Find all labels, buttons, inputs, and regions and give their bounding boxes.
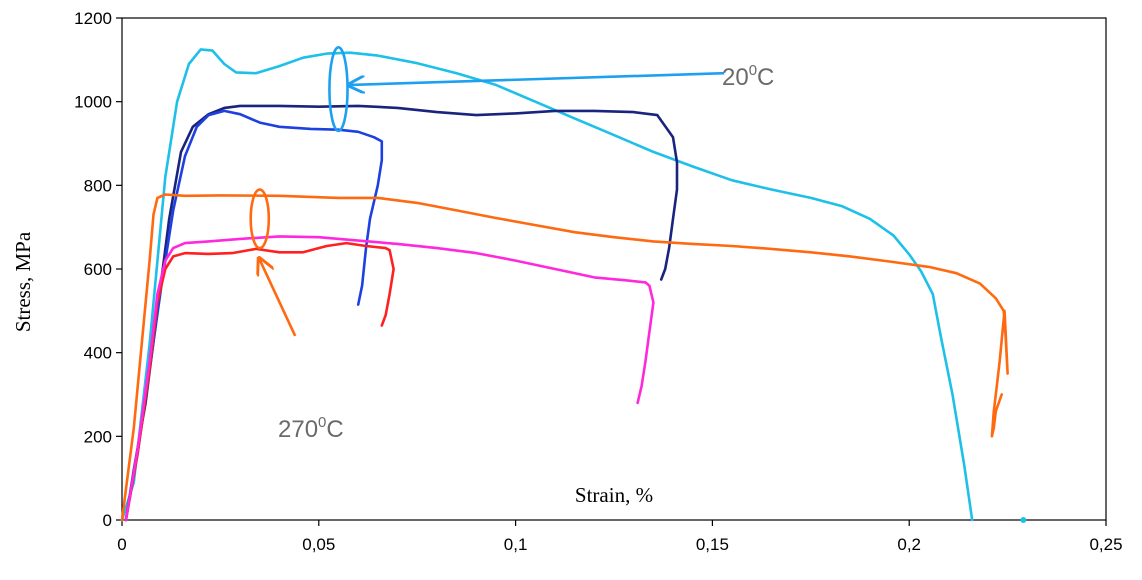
series-line-3	[124, 109, 384, 522]
x-tick-label: 0,1	[504, 535, 528, 554]
annotation-ellipse-2	[249, 188, 271, 250]
plot-area-frame	[121, 17, 1107, 521]
series-layer	[120, 48, 1027, 523]
x-tick-label: 0,2	[897, 535, 921, 554]
x-tick-label: 0,15	[696, 535, 729, 554]
y-tick-label: 800	[84, 176, 112, 195]
x-tick-label: 0,25	[1089, 535, 1122, 554]
y-tick-label: 400	[84, 344, 112, 363]
annotation-arrow-2	[260, 260, 297, 337]
annotation-layer: 200C 2700C	[249, 45, 774, 443]
annotation-arrow-1	[350, 71, 725, 85]
series-line-5	[124, 241, 395, 522]
series-line-1	[120, 48, 974, 522]
x-tick-label: 0	[117, 535, 126, 554]
y-axis-title: Stress, MPa	[11, 231, 35, 332]
annotation-ellipse-1	[328, 45, 349, 133]
y-tick-label: 1200	[74, 9, 112, 28]
x-tick-label: 0,05	[302, 535, 335, 554]
series-line-2	[124, 104, 679, 522]
y-tick-label: 1000	[74, 93, 112, 112]
axes-layer: 0 200 400 600 800 1000 1200 0 0,05 0,1 0,15 0,2 0,25	[74, 9, 1122, 554]
y-tick-label: 0	[103, 511, 112, 530]
annotation-label-270c: 2700C	[278, 414, 344, 443]
x-axis-title: Strain, %	[575, 483, 653, 507]
series-line-6	[124, 235, 655, 522]
annotation-label-20c: 200C	[722, 62, 774, 91]
series-line-4	[120, 193, 1009, 522]
y-tick-label: 600	[84, 260, 112, 279]
series-end-marker	[1020, 517, 1027, 523]
y-tick-label: 200	[84, 427, 112, 446]
